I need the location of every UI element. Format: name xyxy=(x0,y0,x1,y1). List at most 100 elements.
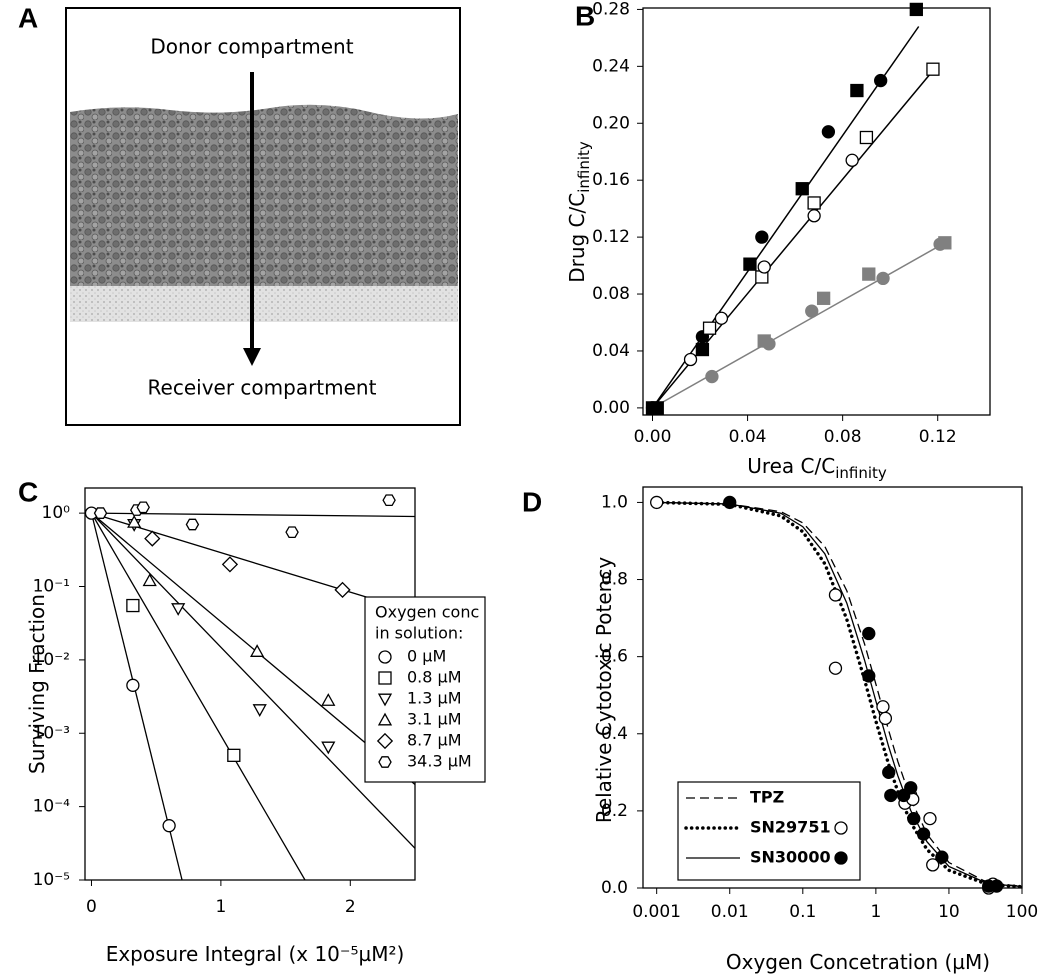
marker xyxy=(702,321,717,335)
marker xyxy=(378,671,392,685)
x-tick-label: 0.001 xyxy=(632,902,681,922)
marker xyxy=(321,741,336,755)
marker xyxy=(935,850,949,864)
y-tick-label: 0.24 xyxy=(592,56,630,76)
marker xyxy=(376,732,394,750)
fit-line xyxy=(91,512,415,786)
x-tick-label: 0.12 xyxy=(919,427,957,447)
legend-label: 8.7 µM xyxy=(407,731,462,750)
x-axis-title: Oxygen Concetration (µM) xyxy=(726,950,990,974)
legend-label: SN30000 xyxy=(750,848,831,867)
tissue-image xyxy=(70,104,458,288)
marker xyxy=(876,700,890,714)
legend-title: Oxygen conc xyxy=(375,603,479,622)
marker xyxy=(862,267,876,281)
x-axis-title-text: Urea C/C xyxy=(747,454,835,478)
panel-a: A Donor compartment Receiver compartment xyxy=(18,2,461,426)
y-tick-label: 10⁻³ xyxy=(33,723,70,743)
marker xyxy=(227,748,241,762)
y-tick-label: 0.6 xyxy=(601,647,628,667)
marker xyxy=(795,182,809,196)
marker xyxy=(807,209,821,223)
marker xyxy=(926,62,940,76)
marker xyxy=(683,352,698,367)
marker xyxy=(755,230,769,244)
x-tick-label: 0.08 xyxy=(824,427,862,447)
plot-frame xyxy=(642,486,1023,889)
marker xyxy=(695,342,710,357)
marker xyxy=(859,130,874,145)
y-tick-label: 0.00 xyxy=(592,398,630,418)
marker xyxy=(757,260,771,274)
legend-box xyxy=(364,596,486,783)
donor-label: Donor compartment xyxy=(150,35,353,59)
marker xyxy=(378,756,392,768)
fit-line xyxy=(91,512,415,849)
fit-line xyxy=(90,512,183,880)
marker xyxy=(126,678,140,692)
marker xyxy=(221,556,239,573)
panel-label: B xyxy=(575,0,595,31)
y-tick-label: 0.8 xyxy=(601,570,628,590)
marker xyxy=(185,518,200,531)
y-tick-label: 0.4 xyxy=(601,724,628,744)
marker xyxy=(377,712,393,726)
marker xyxy=(285,526,299,539)
marker xyxy=(142,573,157,587)
marker xyxy=(907,811,921,826)
legend-label: TPZ xyxy=(750,788,784,807)
y-tick-label: 0.28 xyxy=(592,0,630,19)
y-axis-title-text: Relative Cytotoxic Potency xyxy=(592,557,616,824)
y-tick-label: 0.0 xyxy=(601,878,628,898)
legend-label: SN29751 xyxy=(750,818,831,837)
y-axis-title-sub: infinity xyxy=(575,141,593,193)
y-tick-label: 10⁻⁵ xyxy=(33,870,70,890)
x-tick-label: 0.00 xyxy=(634,427,672,447)
arrow-head xyxy=(243,348,261,366)
y-tick-label: 10⁻⁴ xyxy=(33,797,71,817)
x-axis-title-sub: infinity xyxy=(835,464,887,482)
marker xyxy=(923,811,937,826)
y-tick-label: 0.04 xyxy=(592,341,630,361)
marker xyxy=(884,788,898,803)
legend-title: in solution: xyxy=(375,624,463,643)
panel-label: A xyxy=(18,2,38,33)
y-tick-label: 10⁻² xyxy=(33,650,70,670)
plot-frame xyxy=(642,7,991,416)
marker xyxy=(878,711,893,725)
marker xyxy=(845,153,859,167)
x-axis-title-text: Exposure Integral (x 10⁻⁵µM²) xyxy=(106,942,405,966)
marker xyxy=(862,669,876,683)
marker xyxy=(650,495,664,510)
fit-line xyxy=(90,512,306,880)
y-axis-title-text: Drug C/C xyxy=(565,193,589,283)
marker xyxy=(252,704,267,717)
legend-label: 3.1 µM xyxy=(407,710,462,729)
x-tick-label: 100 xyxy=(1006,902,1038,922)
marker xyxy=(807,196,821,210)
y-tick-label: 0.20 xyxy=(592,113,630,133)
fit-line xyxy=(91,512,415,613)
marker xyxy=(126,598,140,613)
marker xyxy=(127,514,142,528)
marker xyxy=(714,311,729,325)
marker xyxy=(834,821,848,835)
legend-label: 34.3 µM xyxy=(407,752,472,771)
y-tick-label: 0.12 xyxy=(592,227,630,247)
legend-label: 1.3 µM xyxy=(407,689,462,708)
panel-label: D xyxy=(522,486,542,517)
legend-label: 0 µM xyxy=(407,647,446,666)
marker xyxy=(378,650,392,664)
x-tick-label: 2 xyxy=(345,897,356,917)
marker xyxy=(762,337,776,351)
marker xyxy=(874,73,888,88)
x-tick-label: 0 xyxy=(86,897,97,917)
marker xyxy=(926,858,940,872)
y-axis-title: Drug C/Cinfinity xyxy=(565,141,593,283)
marker xyxy=(828,588,843,602)
fit-line xyxy=(654,500,1022,888)
marker xyxy=(645,401,660,415)
x-tick-label: 0.1 xyxy=(789,902,816,922)
marker xyxy=(834,851,848,865)
